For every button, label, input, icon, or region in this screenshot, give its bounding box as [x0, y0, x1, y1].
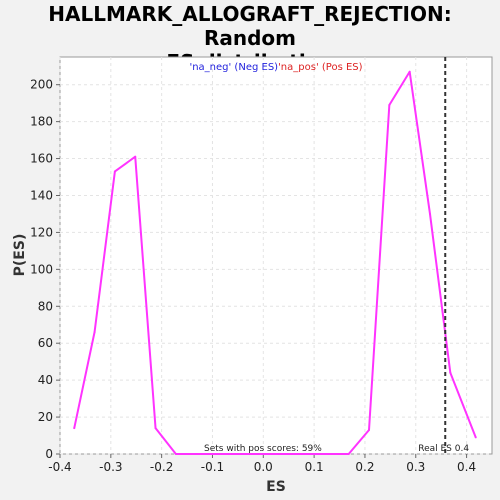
x-tick-label: 0.2 — [355, 460, 374, 474]
legend-neg: 'na_neg' (Neg ES) — [189, 62, 278, 73]
data-point — [93, 331, 96, 334]
y-tick-label: 200 — [30, 78, 53, 92]
annotations-group: Sets with pos scores: 59% Real ES 0.4 — [204, 57, 469, 454]
x-tick-label: -0.1 — [201, 460, 224, 474]
plot-area — [59, 56, 493, 455]
legend-pos: 'na_pos' (Pos ES) — [278, 62, 363, 73]
chart-title-line1: HALLMARK_ALLOGRAFT_REJECTION: Random — [48, 2, 452, 50]
x-tick-label: -0.2 — [150, 460, 173, 474]
y-tick-label: 0 — [45, 447, 53, 461]
x-tick-label: -0.4 — [48, 460, 71, 474]
data-point — [154, 427, 157, 430]
data-point — [428, 212, 431, 215]
y-tick-label: 180 — [30, 115, 53, 129]
data-point — [347, 453, 350, 455]
y-tick-label: 80 — [38, 299, 53, 313]
data-point — [113, 170, 116, 173]
x-tick-label: 0.0 — [254, 460, 273, 474]
data-point — [449, 371, 452, 374]
data-point — [256, 453, 259, 455]
data-point — [195, 453, 198, 455]
y-tick-label: 20 — [38, 410, 53, 424]
x-tick-label: 0.3 — [406, 460, 425, 474]
y-tick-label: 40 — [38, 373, 53, 387]
y-axis-label: P(ES) — [12, 234, 28, 277]
data-point — [408, 70, 411, 73]
data-point — [215, 453, 218, 455]
data-point — [337, 453, 340, 455]
real-es-annotation: Real ES 0.4 — [418, 444, 469, 454]
sets-pos-scores-annotation: Sets with pos scores: 59% — [204, 444, 322, 454]
grid-lines — [59, 57, 492, 455]
data-point — [174, 453, 177, 455]
y-tick-label: 140 — [30, 188, 53, 202]
x-tick-label: -0.3 — [99, 460, 122, 474]
data-point — [474, 436, 477, 439]
y-tick-label: 160 — [30, 152, 53, 166]
data-point — [296, 453, 299, 455]
data-point — [235, 453, 238, 455]
x-axis-ticks: -0.4 -0.3 -0.2 -0.1 0.0 0.1 0.2 0.3 0.4 — [48, 454, 476, 474]
series-group — [73, 70, 477, 455]
x-tick-label: 0.4 — [457, 460, 476, 474]
data-point — [388, 104, 391, 107]
legend: 'na_neg' (Neg ES)'na_pos' (Pos ES) — [189, 62, 362, 73]
y-tick-label: 120 — [30, 225, 53, 239]
data-point — [276, 453, 279, 455]
y-tick-label: 100 — [30, 262, 53, 276]
data-point — [73, 427, 76, 430]
data-point — [368, 428, 371, 431]
data-point — [134, 155, 137, 158]
y-axis-ticks: 0 20 40 60 80 100 120 140 160 180 200 — [30, 78, 60, 461]
y-tick-label: 60 — [38, 336, 53, 350]
data-point — [317, 453, 320, 455]
x-axis-label: ES — [266, 479, 286, 495]
x-tick-label: 0.1 — [305, 460, 324, 474]
